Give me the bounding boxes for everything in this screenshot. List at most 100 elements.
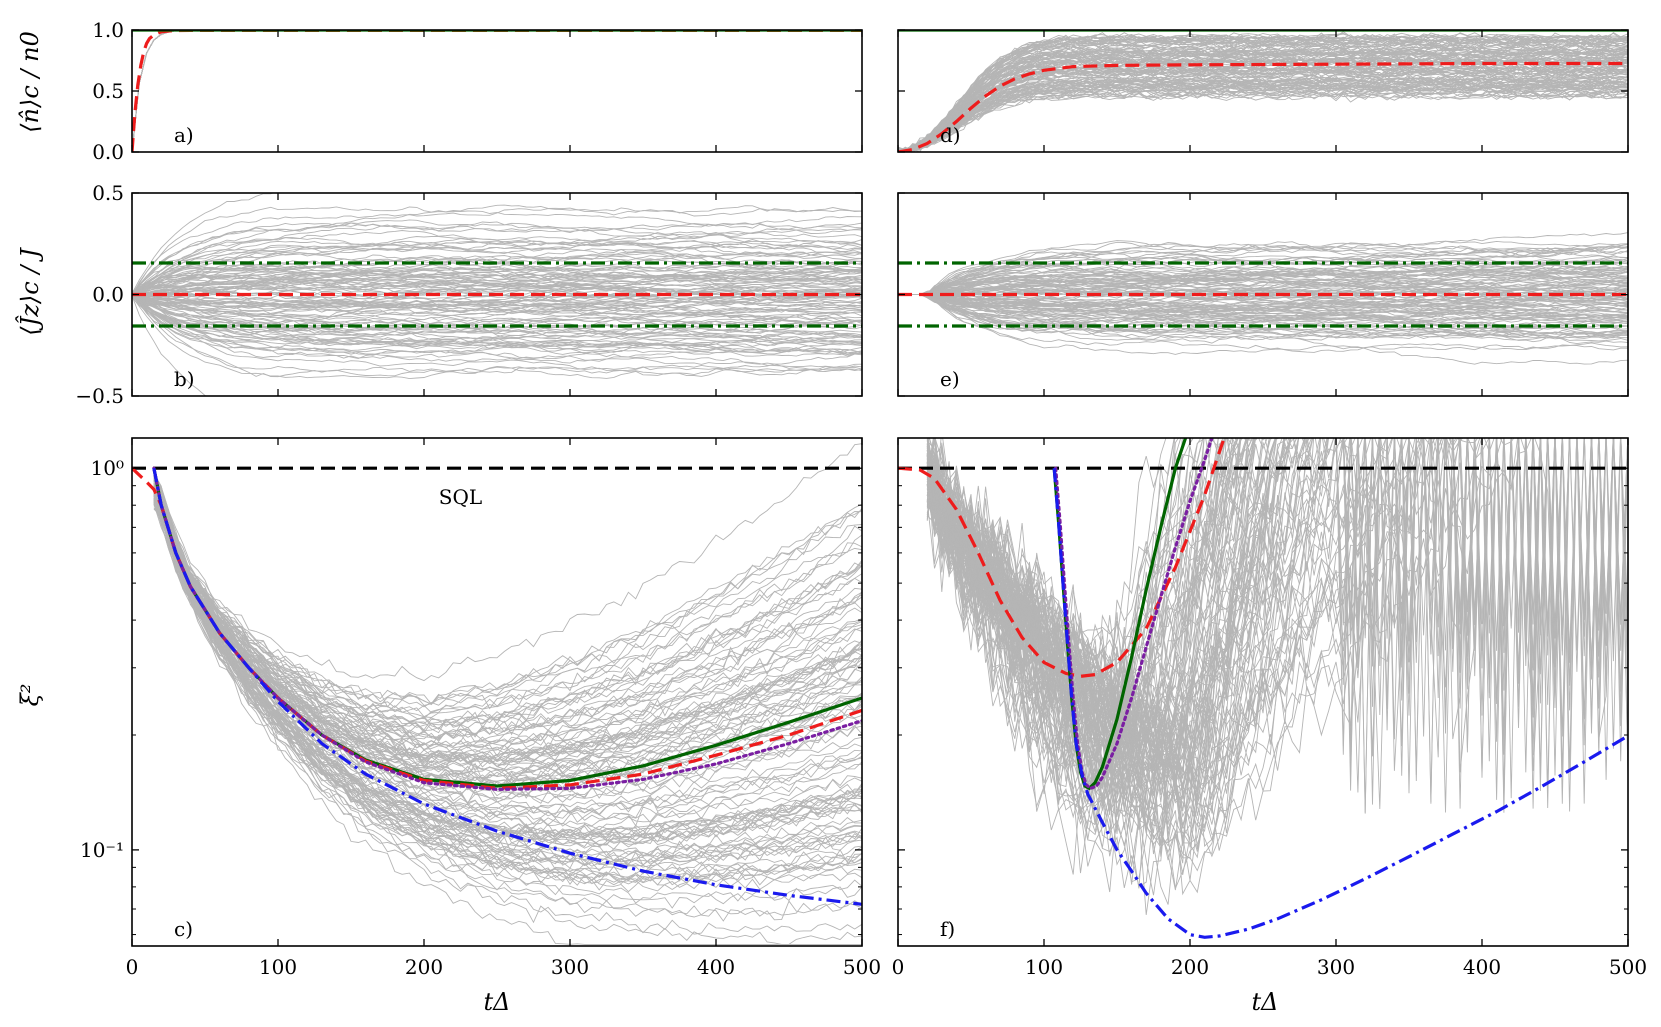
trajectory-line: [132, 30, 862, 152]
trajectory-line: [153, 504, 862, 866]
trajectory-line: [926, 438, 1548, 905]
xtick-label: 500: [1609, 955, 1647, 979]
trajectory-line: [153, 475, 862, 751]
trajectory-line: [132, 30, 862, 152]
trajectory-line: [132, 221, 862, 294]
trajectory-line: [132, 293, 862, 325]
trajectory-line: [132, 30, 862, 152]
trajectory-line: [926, 438, 1541, 795]
trajectory-line: [153, 483, 862, 764]
trajectory-line: [898, 92, 1628, 152]
trajectory-line: [132, 30, 862, 152]
trajectory-line: [132, 30, 862, 152]
trajectory-line: [132, 30, 862, 152]
trajectory-line: [898, 294, 1628, 313]
trajectory-line: [132, 294, 862, 369]
trajectory-line: [132, 30, 862, 152]
trajectory-line: [153, 482, 862, 768]
trajectory-line: [132, 30, 862, 152]
trajectory-line: [132, 30, 862, 152]
trajectory-line: [132, 289, 862, 315]
trajectory-line: [132, 30, 862, 152]
trajectory-line: [132, 30, 862, 152]
trajectory-line: [132, 30, 862, 152]
trajectory-line: [153, 490, 862, 801]
trajectory-line: [132, 30, 862, 152]
trajectory-line: [898, 243, 1628, 295]
trajectory-line: [132, 30, 862, 152]
trajectory-line: [132, 30, 862, 152]
trajectory-line: [132, 30, 862, 152]
trajectory-line: [132, 30, 862, 152]
trajectory-line: [898, 294, 1628, 329]
xtick-label: 400: [697, 955, 735, 979]
trajectory-line: [132, 30, 862, 152]
trajectory-line: [132, 295, 862, 334]
trajectory-line: [132, 297, 862, 365]
trajectory-line: [132, 30, 862, 152]
series-group-a: [132, 30, 862, 152]
axes-frames: [131, 29, 1629, 947]
trajectory-line: [132, 30, 862, 152]
trajectory-line: [153, 496, 862, 904]
trajectory-line: [132, 30, 862, 152]
trajectory-line: [898, 270, 1628, 295]
trajectory-line: [153, 503, 862, 945]
trajectory-line: [132, 296, 862, 380]
trajectory-line: [132, 30, 862, 152]
ylabel-panel-c: ξ²: [16, 684, 44, 707]
xlabel-right: tΔ: [1252, 988, 1279, 1016]
trajectory-line: [132, 30, 862, 152]
trajectory-line: [132, 222, 862, 298]
trajectory-line: [153, 488, 862, 784]
trajectory-line: [132, 30, 862, 152]
trajectory-line: [132, 30, 862, 152]
trajectory-line: [132, 294, 862, 338]
trajectory-line: [153, 475, 862, 731]
trajectory-line: [132, 30, 862, 152]
trajectory-line: [132, 193, 275, 294]
trajectory-line: [132, 30, 862, 152]
trajectory-line: [132, 274, 862, 301]
trajectory-line: [898, 269, 1628, 297]
trajectory-line: [132, 30, 862, 152]
trajectory-line: [927, 438, 1395, 827]
trajectory-line: [132, 30, 862, 152]
xtick-label: 100: [1025, 955, 1063, 979]
trajectory-line: [132, 30, 862, 152]
trajectory-line: [132, 30, 862, 152]
trajectory-line: [153, 501, 862, 921]
trajectory-line: [132, 293, 862, 347]
trajectory-line: [926, 438, 1592, 770]
trajectory-line: [132, 292, 862, 354]
trajectory-line: [153, 499, 862, 945]
trajectory-group-c: [153, 443, 862, 945]
trajectory-line: [132, 30, 862, 152]
trajectory-line: [132, 30, 862, 152]
trajectory-line: [153, 491, 862, 765]
trajectory-line: [132, 30, 862, 152]
trajectory-line: [898, 292, 1628, 344]
stochastic-trajectories: [132, 30, 1628, 945]
trajectory-line: [132, 30, 862, 152]
trajectory-line: [132, 30, 862, 152]
trajectory-line: [926, 438, 1204, 843]
trajectory-line: [153, 477, 862, 761]
series-group-b: [132, 261, 862, 328]
trajectory-line: [927, 438, 1614, 829]
trajectory-line: [132, 30, 862, 152]
trajectory-line: [926, 438, 1614, 857]
trajectory-group-b: [132, 193, 862, 396]
trajectory-line: [898, 79, 1628, 152]
trajectory-line: [898, 64, 1628, 152]
trajectory-line: [132, 30, 862, 152]
trajectory-line: [132, 30, 862, 152]
trajectory-line: [132, 30, 862, 152]
trajectory-line: [132, 204, 862, 295]
trajectory-group-d: [898, 31, 1628, 152]
trajectory-line: [153, 493, 862, 771]
trajectory-line: [926, 438, 1306, 771]
trajectory-line: [132, 30, 862, 152]
ylabel-panel-a: ⟨n̂⟩c / n0: [16, 31, 44, 133]
